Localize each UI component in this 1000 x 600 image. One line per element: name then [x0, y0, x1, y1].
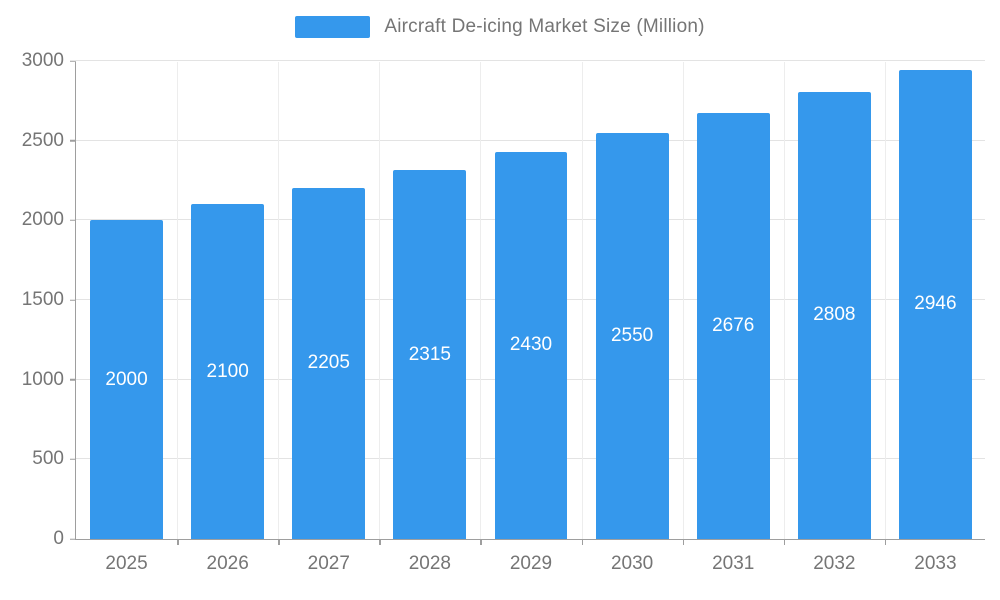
bar-value-label: 2000	[105, 368, 148, 390]
x-axis-tick-mark	[783, 539, 786, 545]
plot-area: 0 500 1000 1500 2000 2500 3000 2000 2025 2100 2026…	[22, 50, 985, 574]
y-axis-tick-mark	[70, 219, 76, 222]
x-axis-tick-mark	[278, 539, 280, 545]
gridline-vertical	[783, 62, 785, 539]
bar-2025	[90, 220, 163, 539]
x-axis-tick-label: 2026	[206, 553, 249, 574]
gridline-vertical	[682, 62, 684, 539]
gridline-vertical	[480, 62, 482, 539]
gridline-vertical	[177, 62, 179, 539]
y-axis-tick-label: 0	[53, 528, 64, 549]
x-axis-tick-mark	[177, 539, 179, 545]
y-axis-tick-mark	[70, 458, 76, 461]
y-axis-tick-mark	[70, 60, 76, 62]
chart-legend[interactable]: Aircraft De-icing Market Size (Million)	[0, 16, 1000, 38]
gridline-vertical	[581, 62, 583, 539]
x-axis-tick-label: 2032	[813, 553, 856, 574]
x-axis-tick-mark	[480, 539, 482, 545]
x-axis-tick-mark	[379, 539, 381, 545]
bar-value-label: 2100	[206, 360, 249, 382]
y-axis-tick-label: 1500	[21, 289, 64, 310]
bar-2029	[494, 151, 568, 539]
y-axis-tick-label: 2000	[21, 209, 64, 231]
bar-value-label: 2946	[914, 293, 957, 315]
bar-value-label: 2676	[712, 314, 755, 336]
bar-2032	[797, 91, 871, 539]
x-axis-tick-label: 2025	[105, 553, 148, 574]
y-axis-tick-mark	[70, 299, 76, 301]
legend-label: Aircraft De-icing Market Size (Million)	[384, 16, 705, 37]
bar-2027	[292, 187, 366, 539]
bar-value-label: 2430	[509, 334, 553, 356]
y-axis-tick-mark	[70, 378, 76, 381]
gridline-vertical	[379, 62, 381, 539]
bar-2030	[595, 132, 669, 539]
y-axis-tick-label: 500	[32, 448, 64, 470]
x-axis-tick-label: 2033	[914, 553, 957, 574]
bar-2026	[191, 204, 265, 539]
x-axis-tick-label: 2028	[408, 553, 452, 574]
x-axis-tick-mark	[884, 539, 887, 545]
x-axis-tick-label: 2029	[509, 553, 553, 574]
y-axis-tick-mark	[70, 538, 76, 540]
bar-value-label: 2550	[610, 324, 654, 346]
x-axis-tick-mark	[682, 539, 685, 545]
bar-value-label: 2808	[813, 304, 856, 326]
bar-value-label: 2205	[307, 352, 350, 374]
legend-swatch	[295, 16, 371, 38]
y-axis-tick-label: 3000	[21, 50, 64, 71]
gridline-horizontal	[76, 139, 985, 141]
bar-2033	[899, 69, 972, 539]
x-axis-tick-mark	[581, 539, 584, 545]
bar-2031	[696, 112, 770, 539]
y-axis-tick-mark	[70, 139, 76, 142]
x-axis-tick-label: 2027	[307, 553, 350, 574]
y-axis-tick-label: 1000	[21, 368, 64, 390]
bar-value-label: 2315	[408, 343, 452, 365]
gridline-vertical	[884, 62, 886, 539]
bar-2028	[393, 170, 467, 539]
gridline-horizontal	[76, 60, 985, 61]
x-axis-tick-label: 2030	[610, 553, 654, 574]
gridline-vertical	[278, 62, 280, 539]
x-axis-tick-label: 2031	[712, 553, 755, 574]
y-axis-tick-label: 2500	[21, 129, 64, 151]
